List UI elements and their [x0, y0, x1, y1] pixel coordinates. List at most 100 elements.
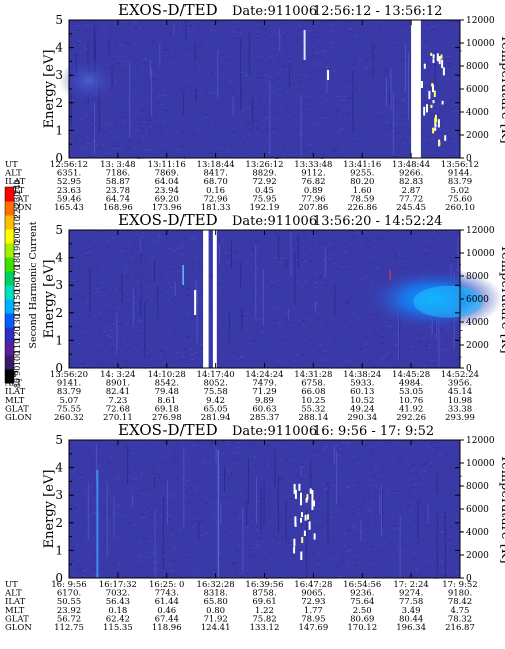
- noise-speck: [131, 452, 136, 454]
- noise-speck: [442, 480, 444, 482]
- noise-speck: [371, 108, 374, 110]
- noise-speck: [262, 311, 267, 313]
- colorbar-segment: [5, 201, 14, 216]
- noise-speck: [355, 559, 358, 561]
- noise-speck: [437, 442, 439, 444]
- noise-speck: [374, 467, 378, 469]
- noise-speck: [192, 28, 194, 29]
- noise-speck: [425, 253, 429, 254]
- noise-speck: [76, 21, 80, 23]
- noise-speck: [242, 89, 246, 91]
- streak: [386, 76, 387, 107]
- noise-speck: [209, 293, 211, 295]
- table-cell: 124.41: [201, 623, 231, 633]
- noise-speck: [255, 453, 259, 455]
- noise-speck: [285, 148, 290, 150]
- noise-speck: [126, 230, 130, 232]
- noise-speck: [315, 71, 320, 73]
- noise-speck: [170, 296, 173, 297]
- noise-speck: [364, 341, 369, 343]
- noise-speck: [395, 552, 398, 554]
- table-cell: 64.04: [155, 177, 179, 187]
- noise-speck: [207, 515, 209, 517]
- noise-speck: [367, 509, 370, 510]
- noise-speck: [363, 500, 366, 502]
- noise-speck: [103, 257, 106, 259]
- table-cell: 192.19: [250, 203, 280, 213]
- noise-speck: [423, 470, 427, 472]
- noise-speck: [226, 151, 230, 153]
- noise-speck: [236, 442, 240, 444]
- y2-tick-label: 6000: [466, 85, 489, 95]
- noise-speck: [370, 64, 374, 66]
- noise-speck: [124, 69, 127, 71]
- noise-speck: [393, 492, 397, 493]
- noise-speck: [304, 100, 306, 102]
- y2-tick-label: 4000: [466, 318, 489, 328]
- table-cell: 10.25: [301, 396, 325, 406]
- noise-speck: [411, 470, 415, 472]
- noise-speck: [373, 240, 376, 242]
- noise-speck: [364, 67, 368, 68]
- noise-speck: [276, 257, 279, 259]
- noise-speck: [352, 549, 355, 551]
- noise-speck: [169, 287, 173, 289]
- noise-speck: [159, 358, 162, 360]
- noise-speck: [256, 31, 260, 33]
- noise-speck: [436, 353, 439, 355]
- noise-speck: [99, 141, 101, 143]
- noise-speck: [253, 456, 256, 458]
- noise-speck: [451, 475, 454, 477]
- noise-speck: [379, 236, 383, 238]
- noise-speck: [301, 336, 303, 338]
- noise-speck: [370, 519, 373, 520]
- noise-speck: [270, 285, 273, 287]
- noise-speck: [439, 364, 441, 366]
- noise-speck: [346, 151, 349, 153]
- table-cell: 0.16: [206, 186, 225, 196]
- noise-speck: [347, 447, 349, 449]
- streak: [438, 312, 440, 368]
- noise-speck: [69, 504, 73, 506]
- noise-speck: [104, 512, 106, 514]
- noise-speck: [263, 117, 268, 118]
- bright-streak: [303, 30, 306, 60]
- noise-speck: [304, 573, 306, 575]
- noise-speck: [225, 472, 228, 474]
- colorbar-tick-label: 240: [13, 179, 22, 194]
- noise-speck: [315, 511, 319, 513]
- noise-speck: [203, 459, 207, 461]
- noise-speck: [169, 448, 171, 450]
- noise-speck: [167, 482, 169, 484]
- noise-speck: [417, 482, 420, 484]
- noise-speck: [389, 541, 391, 543]
- noise-speck: [156, 156, 160, 158]
- noise-speck: [80, 479, 83, 481]
- noise-speck: [371, 256, 374, 258]
- noise-speck: [205, 532, 209, 534]
- noise-speck: [315, 52, 319, 54]
- noise-speck: [354, 256, 356, 258]
- noise-speck: [221, 271, 224, 272]
- noise-speck: [261, 142, 263, 143]
- noise-speck: [309, 37, 314, 39]
- noise-speck: [79, 44, 82, 46]
- noise-speck: [226, 470, 230, 472]
- bright-streak: [432, 84, 434, 93]
- noise-speck: [357, 318, 360, 320]
- noise-speck: [446, 130, 449, 132]
- noise-speck: [113, 556, 118, 558]
- table-cell: 80.69: [350, 614, 374, 624]
- noise-speck: [400, 345, 402, 346]
- noise-speck: [176, 566, 180, 568]
- noise-speck: [104, 486, 106, 488]
- table-cell: 270.11: [103, 413, 133, 423]
- noise-speck: [70, 572, 72, 574]
- noise-speck: [255, 562, 257, 564]
- noise-speck: [104, 30, 106, 32]
- noise-speck: [354, 569, 357, 571]
- noise-speck: [401, 24, 405, 26]
- noise-speck: [71, 142, 73, 144]
- noise-speck: [424, 521, 426, 523]
- bright-streak: [300, 498, 302, 506]
